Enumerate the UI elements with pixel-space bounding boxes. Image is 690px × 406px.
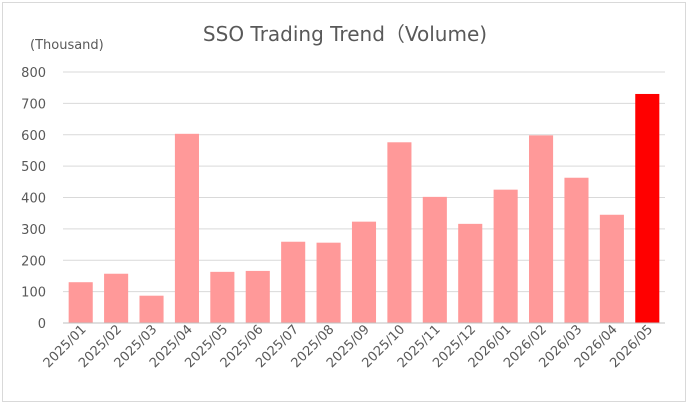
bar-2025-07 xyxy=(281,241,306,323)
bar-2025-09 xyxy=(351,221,377,323)
bar-2025-08 xyxy=(316,242,341,323)
bar-2026-03 xyxy=(564,177,589,323)
y-unit-label: (Thousand) xyxy=(30,38,104,53)
bar-2025-01 xyxy=(68,282,93,323)
bar-2025-11 xyxy=(422,196,447,323)
y-tick-label: 100 xyxy=(21,286,46,301)
bar-2026-04 xyxy=(599,214,624,323)
bar-2025-05 xyxy=(210,271,235,323)
y-axis-ticks: 0 100 200 300 400 500 600 700 800 xyxy=(21,66,46,332)
bars xyxy=(68,93,660,324)
bar-2026-02 xyxy=(529,135,554,323)
y-tick-label: 800 xyxy=(21,66,46,81)
bar-2025-06 xyxy=(245,270,270,323)
bar-2026-01 xyxy=(493,189,518,323)
y-tick-label: 0 xyxy=(38,317,46,332)
y-tick-label: 700 xyxy=(21,97,46,112)
bar-2025-02 xyxy=(104,273,129,323)
x-axis-ticks: 2025/012025/022025/032025/042025/052025/… xyxy=(41,322,656,371)
y-tick-label: 400 xyxy=(21,192,46,207)
y-tick-label: 600 xyxy=(21,129,46,144)
bar-2025-03 xyxy=(139,295,164,323)
y-tick-label: 200 xyxy=(21,254,46,269)
chart-title: SSO Trading Trend（Volume) xyxy=(202,22,488,46)
bar-2025-04 xyxy=(174,133,199,323)
y-tick-label: 500 xyxy=(21,160,46,175)
y-tick-label: 300 xyxy=(21,223,46,238)
bar-2025-12 xyxy=(458,223,483,323)
bar-2025-10 xyxy=(387,142,412,323)
bar-2026-05 xyxy=(635,93,660,324)
